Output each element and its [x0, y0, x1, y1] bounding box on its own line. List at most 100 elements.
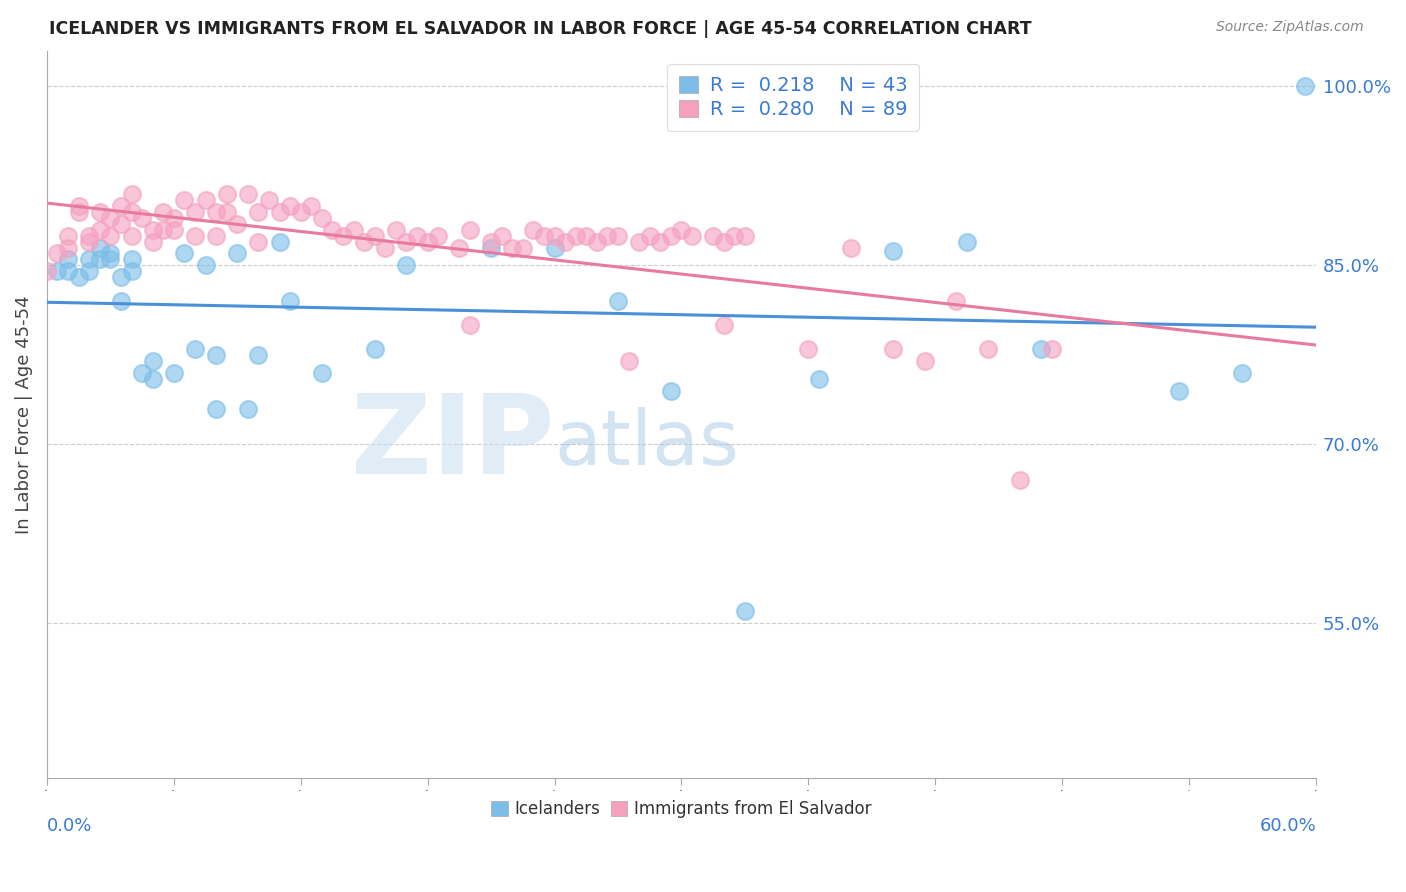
Point — [89, 204, 111, 219]
Point — [501, 240, 523, 254]
Point — [46, 264, 69, 278]
Point — [142, 222, 165, 236]
Point — [364, 342, 387, 356]
Point — [131, 211, 153, 225]
Point — [617, 354, 640, 368]
Point — [638, 228, 661, 243]
Point — [131, 366, 153, 380]
Point — [215, 204, 238, 219]
Point — [67, 270, 90, 285]
Point — [194, 259, 217, 273]
Point — [77, 252, 100, 267]
Point — [723, 228, 745, 243]
Point — [1230, 366, 1253, 380]
Point — [321, 222, 343, 236]
Point — [89, 240, 111, 254]
Point — [67, 204, 90, 219]
Legend: Icelanders, Immigrants from El Salvador: Icelanders, Immigrants from El Salvador — [485, 793, 879, 824]
Point — [1029, 342, 1052, 356]
Point — [342, 222, 364, 236]
Point — [956, 235, 979, 249]
Point — [89, 222, 111, 236]
Point — [121, 252, 143, 267]
Point — [458, 222, 481, 236]
Point — [586, 235, 609, 249]
Point — [1040, 342, 1063, 356]
Point — [713, 318, 735, 332]
Point — [205, 228, 228, 243]
Point — [299, 199, 322, 213]
Point — [882, 342, 904, 356]
Point — [311, 366, 333, 380]
Point — [56, 252, 79, 267]
Point — [914, 354, 936, 368]
Point — [226, 246, 249, 260]
Point — [385, 222, 408, 236]
Point — [543, 240, 565, 254]
Point — [110, 294, 132, 309]
Point — [215, 186, 238, 201]
Point — [311, 211, 333, 225]
Point — [205, 401, 228, 416]
Point — [98, 246, 121, 260]
Point — [1167, 384, 1189, 398]
Point — [543, 228, 565, 243]
Point — [247, 235, 270, 249]
Point — [121, 228, 143, 243]
Point — [734, 228, 756, 243]
Point — [278, 294, 301, 309]
Point — [374, 240, 396, 254]
Point — [522, 222, 544, 236]
Text: Source: ZipAtlas.com: Source: ZipAtlas.com — [1216, 20, 1364, 34]
Text: ZIP: ZIP — [352, 390, 554, 497]
Point — [332, 228, 354, 243]
Point — [77, 228, 100, 243]
Text: ICELANDER VS IMMIGRANTS FROM EL SALVADOR IN LABOR FORCE | AGE 45-54 CORRELATION : ICELANDER VS IMMIGRANTS FROM EL SALVADOR… — [49, 20, 1032, 37]
Point — [110, 270, 132, 285]
Point — [98, 252, 121, 267]
Point — [257, 193, 280, 207]
Point — [564, 228, 586, 243]
Point — [395, 259, 418, 273]
Point — [205, 204, 228, 219]
Point — [142, 354, 165, 368]
Point — [278, 199, 301, 213]
Point — [977, 342, 1000, 356]
Point — [247, 204, 270, 219]
Point — [659, 228, 682, 243]
Point — [290, 204, 312, 219]
Point — [596, 228, 619, 243]
Point — [236, 186, 259, 201]
Point — [67, 199, 90, 213]
Point — [479, 235, 502, 249]
Point — [839, 240, 862, 254]
Text: 60.0%: 60.0% — [1260, 816, 1316, 835]
Point — [184, 228, 207, 243]
Point — [479, 240, 502, 254]
Point — [681, 228, 703, 243]
Point — [121, 186, 143, 201]
Point — [98, 228, 121, 243]
Point — [807, 372, 830, 386]
Point — [110, 217, 132, 231]
Point — [650, 235, 672, 249]
Point — [607, 294, 630, 309]
Point — [152, 204, 174, 219]
Point — [77, 264, 100, 278]
Point — [56, 264, 79, 278]
Point — [628, 235, 651, 249]
Point — [713, 235, 735, 249]
Point — [458, 318, 481, 332]
Point — [395, 235, 418, 249]
Point — [121, 264, 143, 278]
Point — [449, 240, 471, 254]
Point — [427, 228, 450, 243]
Point — [702, 228, 724, 243]
Text: 0.0%: 0.0% — [46, 816, 93, 835]
Point — [121, 204, 143, 219]
Point — [142, 372, 165, 386]
Point — [236, 401, 259, 416]
Point — [35, 264, 58, 278]
Point — [1295, 79, 1317, 94]
Point — [607, 228, 630, 243]
